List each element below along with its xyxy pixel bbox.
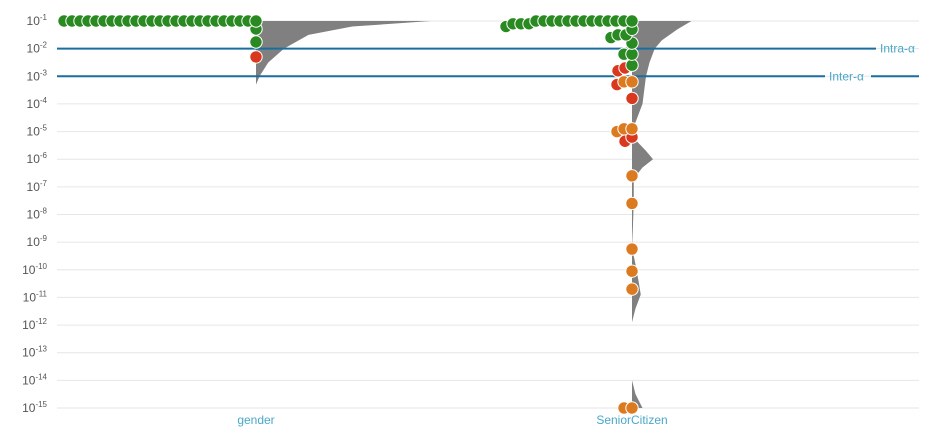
data-point-SeniorCitizen <box>625 242 639 256</box>
data-point-SeniorCitizen <box>625 122 639 136</box>
y-tick-label: 10-5 <box>27 124 48 139</box>
y-tick-label: 10-6 <box>27 151 48 166</box>
y-tick-label: 10-3 <box>27 68 48 83</box>
y-tick-label: 10-4 <box>27 96 48 111</box>
y-tick-label: 10-9 <box>27 234 48 249</box>
density-violin-SeniorCitizen <box>632 380 643 408</box>
density-violin-gender <box>256 21 431 85</box>
threshold-label-intra: Intra-α <box>880 42 915 56</box>
y-tick-label: 10-7 <box>27 179 48 194</box>
density-violin-SeniorCitizen <box>632 21 692 323</box>
x-category-label: SeniorCitizen <box>596 413 667 427</box>
data-point-gender <box>249 50 263 64</box>
y-tick-label: 10-8 <box>27 207 48 222</box>
data-point-SeniorCitizen <box>625 91 639 106</box>
data-point-gender <box>249 14 263 28</box>
y-tick-label: 10-11 <box>23 289 48 304</box>
y-tick-label: 10-2 <box>27 41 48 56</box>
y-tick-label: 10-15 <box>22 400 47 415</box>
data-point-SeniorCitizen <box>625 282 639 296</box>
y-tick-label: 10-10 <box>22 262 47 277</box>
data-point-SeniorCitizen <box>625 75 639 89</box>
data-point-SeniorCitizen <box>625 264 639 278</box>
data-point-SeniorCitizen <box>625 196 639 211</box>
data-point-SeniorCitizen <box>625 169 639 183</box>
data-point-SeniorCitizen <box>625 401 639 415</box>
y-tick-label: 10-13 <box>22 345 47 360</box>
data-point-gender <box>249 35 263 49</box>
y-tick-label: 10-14 <box>22 372 47 387</box>
y-tick-label: 10-1 <box>27 13 48 28</box>
y-tick-label: 10-12 <box>22 317 47 332</box>
x-category-label: gender <box>237 413 274 427</box>
data-point-SeniorCitizen <box>625 14 639 28</box>
data-point-SeniorCitizen <box>625 47 639 61</box>
threshold-label-inter: Inter-α <box>829 69 864 83</box>
data-point-SeniorCitizen <box>625 58 639 72</box>
